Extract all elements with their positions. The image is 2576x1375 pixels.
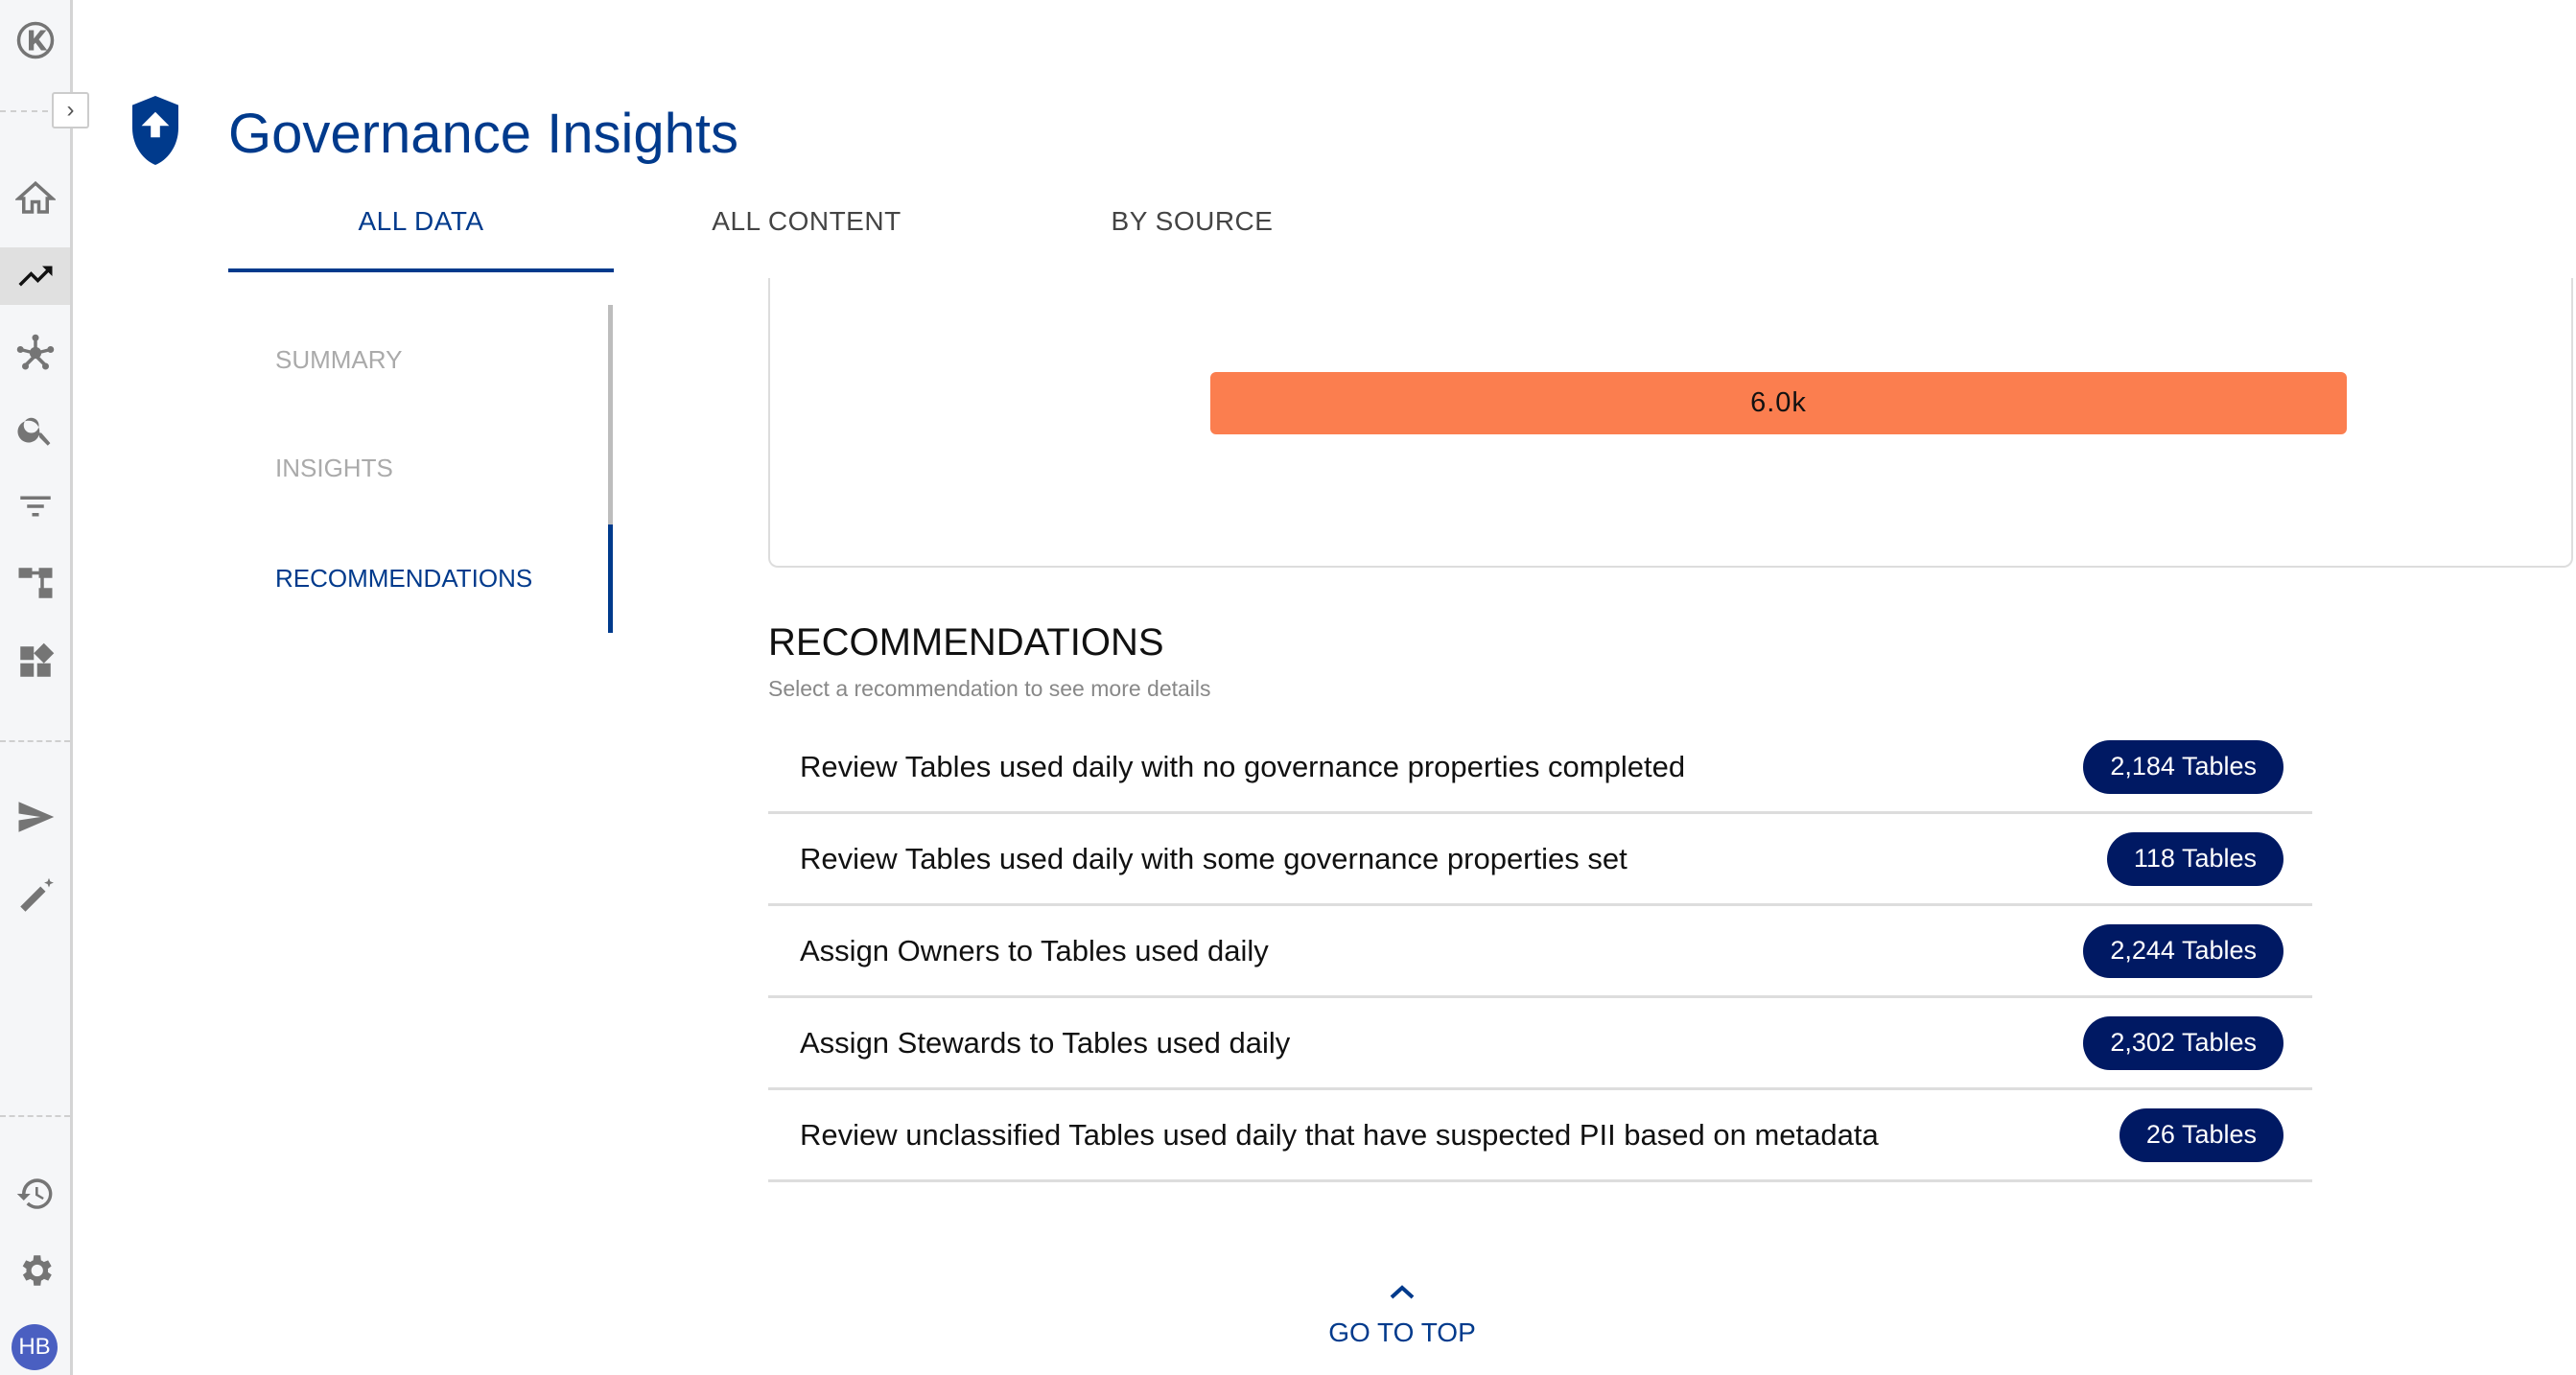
avatar[interactable]: HB bbox=[12, 1324, 58, 1370]
recommendation-text: Assign Stewards to Tables used daily bbox=[800, 1025, 1291, 1060]
recommendation-text: Review Tables used daily with some gover… bbox=[800, 841, 1628, 875]
count-badge: 118 Tables bbox=[2106, 831, 2283, 886]
recommendation-row[interactable]: Review Tables used daily with some gover… bbox=[768, 814, 2312, 906]
go-to-top-label: GO TO TOP bbox=[1328, 1317, 1476, 1347]
page-title: Governance Insights bbox=[228, 103, 738, 165]
hierarchy-icon[interactable] bbox=[0, 554, 70, 612]
go-to-top-button[interactable]: GO TO TOP bbox=[1306, 1285, 1498, 1348]
gear-icon[interactable] bbox=[0, 1242, 70, 1299]
send-icon[interactable] bbox=[0, 788, 70, 846]
tab-all-data[interactable]: ALL DATA bbox=[358, 206, 484, 236]
graph-network-icon[interactable] bbox=[0, 324, 70, 382]
bar-no-documentation[interactable]: 6.0k bbox=[1210, 372, 2347, 434]
nav-recommendations[interactable]: RECOMMENDATIONS bbox=[275, 564, 533, 593]
recommendation-row[interactable]: Review unclassified Tables used daily th… bbox=[768, 1090, 2312, 1182]
section-track bbox=[608, 305, 613, 633]
section-indicator bbox=[608, 524, 613, 633]
logo-icon[interactable] bbox=[0, 12, 70, 69]
recommendation-text: Assign Owners to Tables used daily bbox=[800, 933, 1269, 967]
magic-wand-icon[interactable] bbox=[0, 868, 70, 925]
recommendation-row[interactable]: Assign Stewards to Tables used daily 2,30… bbox=[768, 998, 2312, 1090]
sidebar bbox=[0, 0, 73, 1375]
chevron-up-icon bbox=[1390, 1285, 1415, 1299]
trending-up-icon[interactable] bbox=[0, 247, 70, 305]
recommendations-heading: RECOMMENDATIONS bbox=[768, 621, 1164, 664]
nav-summary[interactable]: SUMMARY bbox=[275, 345, 403, 374]
home-icon[interactable] bbox=[0, 170, 70, 227]
filter-icon[interactable] bbox=[0, 478, 70, 535]
chart-card bbox=[768, 278, 2573, 568]
count-badge: 26 Tables bbox=[2119, 1107, 2283, 1162]
count-badge: 2,184 Tables bbox=[2083, 739, 2283, 794]
chevron-right-icon: › bbox=[66, 97, 75, 123]
history-icon[interactable] bbox=[0, 1165, 70, 1223]
tab-all-content[interactable]: ALL CONTENT bbox=[712, 206, 902, 236]
tab-by-source[interactable]: BY SOURCE bbox=[1111, 206, 1274, 236]
bar-data-label: 6.0k bbox=[1750, 387, 1807, 418]
recommendation-text: Review Tables used daily with no governa… bbox=[800, 749, 1686, 783]
count-badge: 2,302 Tables bbox=[2083, 1015, 2283, 1070]
count-badge: 2,244 Tables bbox=[2083, 923, 2283, 978]
shield-upload-icon bbox=[132, 96, 178, 165]
nav-insights[interactable]: INSIGHTS bbox=[275, 454, 393, 482]
recommendations-subtitle: Select a recommendation to see more deta… bbox=[768, 676, 1211, 701]
search-icon[interactable] bbox=[0, 401, 70, 458]
widgets-icon[interactable] bbox=[0, 633, 70, 690]
collapse-sidebar-button[interactable]: › bbox=[52, 92, 89, 128]
recommendation-row[interactable]: Review Tables used daily with no governa… bbox=[768, 722, 2312, 814]
recommendation-row[interactable]: Assign Owners to Tables used daily 2,244 … bbox=[768, 906, 2312, 998]
recommendation-text: Review unclassified Tables used daily th… bbox=[800, 1117, 1879, 1152]
active-tab-indicator bbox=[228, 268, 614, 272]
